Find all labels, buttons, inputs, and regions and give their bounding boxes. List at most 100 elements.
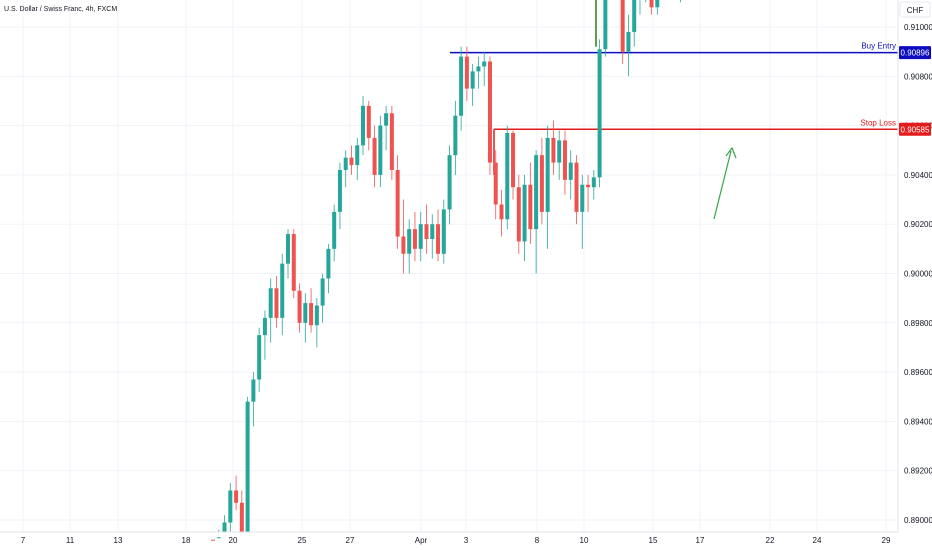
candle-body — [314, 305, 319, 326]
candle-body — [245, 401, 250, 532]
candle-body — [487, 61, 492, 163]
candle-body — [655, 0, 660, 8]
candle-bearish — [309, 288, 314, 333]
candle-body — [580, 184, 585, 212]
price-badge — [899, 122, 931, 136]
candle-bullish — [326, 243, 331, 294]
date-tick-label: 7 — [21, 536, 26, 545]
candle-bearish — [539, 137, 544, 225]
candle-bearish — [649, 0, 654, 15]
candle-bearish — [395, 155, 400, 249]
candle-body — [303, 303, 308, 323]
price-tick-label: 0.90400 — [904, 171, 932, 180]
price-axis[interactable]: 0.89000 0.89200 0.89400 0.89600 0.89800 0.900… — [904, 0, 932, 525]
candle-body — [459, 56, 464, 116]
candle-body — [412, 229, 417, 249]
candle-bullish — [332, 204, 337, 262]
candle-body — [297, 290, 302, 323]
price-tick-label: 0.89400 — [904, 417, 932, 426]
price-tick-label: 0.91000 — [904, 23, 932, 32]
date-tick-label: 10 — [580, 536, 589, 545]
candle-body — [574, 162, 579, 212]
candle-body — [464, 56, 469, 89]
candle-bearish — [366, 100, 371, 151]
candle-body — [505, 132, 510, 220]
date-tick-label: 3 — [464, 536, 469, 545]
candle-body — [216, 537, 221, 539]
candle-body — [597, 49, 602, 178]
candle-body — [378, 125, 383, 175]
candle-bullish — [476, 56, 481, 89]
candle-bearish — [551, 120, 556, 175]
candle-body — [234, 490, 239, 503]
candle-bearish — [372, 125, 377, 188]
date-tick-label: 25 — [298, 536, 307, 545]
candle-bullish — [280, 253, 285, 336]
candle-bearish — [239, 490, 244, 532]
candle-body — [286, 234, 291, 264]
candle-body — [337, 169, 342, 212]
candle-bullish — [418, 211, 423, 262]
candle-bearish — [574, 155, 579, 225]
candle-body — [211, 539, 215, 541]
candle-bearish — [464, 46, 469, 101]
candle-body — [262, 317, 267, 336]
date-tick-label: Apr — [415, 536, 428, 545]
candle-bullish — [639, 0, 641, 15]
candle-bearish — [211, 532, 215, 541]
candle-bullish — [632, 0, 637, 47]
candle-bullish — [222, 515, 227, 532]
candle-bullish — [447, 145, 452, 225]
candle-body — [309, 303, 314, 326]
candle-body — [649, 0, 654, 8]
candle-bullish — [245, 396, 250, 532]
candle-body — [453, 115, 458, 156]
candle-bullish — [268, 278, 273, 343]
candle-body — [257, 335, 262, 380]
candle-bullish — [257, 327, 262, 392]
candle-body — [326, 248, 331, 279]
price-tick-label: 0.90800 — [904, 72, 932, 81]
candle-body — [343, 157, 348, 170]
date-tick-label: 20 — [229, 536, 238, 545]
candle-body — [372, 137, 377, 175]
candle-body — [268, 288, 273, 318]
candle-bullish — [597, 39, 602, 188]
candle-body — [568, 162, 573, 180]
arrow-head — [725, 146, 737, 159]
candle-bearish — [528, 162, 533, 244]
date-tick-label: 8 — [535, 536, 540, 545]
candle-body — [551, 137, 556, 163]
candle-bearish — [412, 211, 417, 262]
date-tick-label: 29 — [882, 536, 891, 545]
candle-body — [430, 224, 435, 239]
date-tick-label: 15 — [649, 536, 658, 545]
candle-body — [407, 229, 412, 254]
candle-body — [401, 236, 406, 254]
candle-bearish — [297, 283, 302, 333]
candle-body — [557, 140, 562, 163]
candle-body — [366, 105, 371, 138]
candle-bullish — [626, 14, 631, 77]
candle-bullish — [655, 0, 660, 15]
time-axis[interactable]: 7 11 13 18 20 25 27 Apr 3 8 10 15 17 22 24 29 — [21, 536, 891, 545]
candle-bullish — [262, 310, 267, 360]
candle-bearish — [499, 189, 504, 237]
candle-bullish — [534, 150, 539, 274]
candle-bullish — [453, 100, 458, 175]
candle-body — [349, 157, 354, 166]
candle-bearish — [493, 150, 498, 220]
candle-body — [522, 184, 527, 242]
candle-bearish — [234, 475, 239, 511]
candle-body — [228, 490, 233, 523]
arrow-shaft — [713, 150, 732, 220]
level-label: Buy Entry — [861, 42, 896, 51]
currency-button[interactable]: CHF — [899, 1, 931, 18]
candle-bullish — [522, 174, 527, 262]
candle-bearish — [424, 204, 429, 254]
candle-bullish — [603, 0, 608, 57]
candle-body — [361, 105, 366, 146]
candle-bullish — [343, 150, 348, 188]
